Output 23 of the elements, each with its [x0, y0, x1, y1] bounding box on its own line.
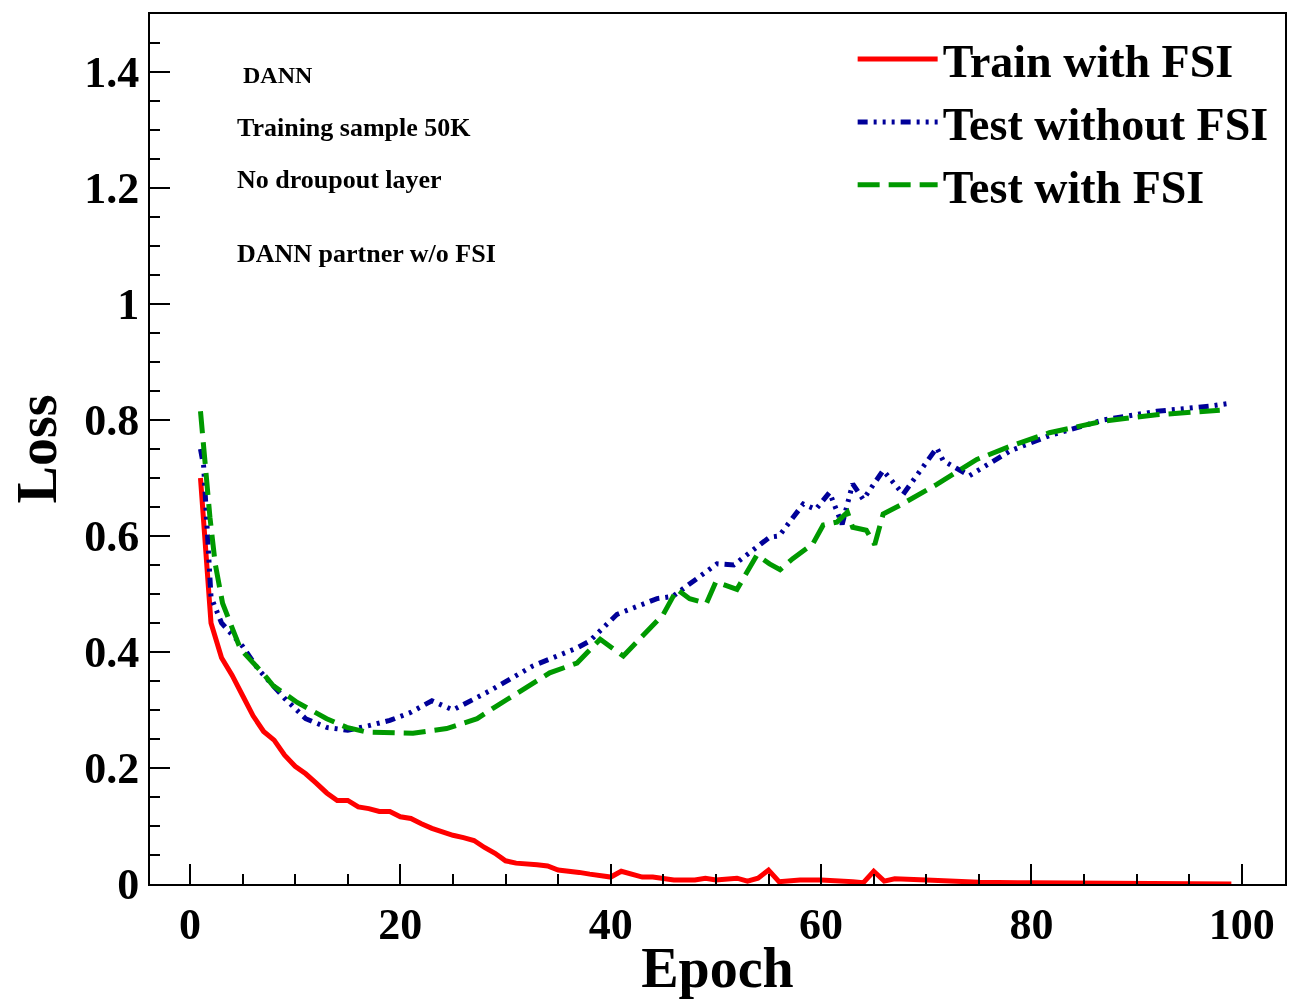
x-tick-label: 40 [588, 899, 633, 949]
annotation: Training sample 50K [237, 113, 472, 142]
legend-label: Test with FSI [942, 161, 1205, 213]
x-tick-label: 100 [1208, 899, 1275, 949]
annotation: DANN partner w/o FSI [237, 239, 496, 268]
x-tick-label: 80 [1009, 899, 1054, 949]
y-tick-label: 0 [117, 860, 140, 910]
legend-label: Train with FSI [942, 36, 1234, 88]
legend-label: Test without FSI [942, 98, 1269, 150]
y-tick-label: 1 [117, 280, 140, 330]
annotation: DANN [243, 62, 313, 88]
y-tick-label: 1.2 [84, 164, 140, 214]
y-tick-label: 0.8 [84, 396, 140, 446]
y-tick-label: 0.6 [84, 512, 140, 562]
y-tick-label: 0.2 [84, 744, 140, 794]
x-tick-label: 60 [799, 899, 844, 949]
x-axis-title: Epoch [641, 937, 794, 999]
y-axis-title: Loss [5, 394, 68, 504]
x-tick-label: 20 [378, 899, 423, 949]
annotation: No droupout layer [237, 165, 442, 194]
y-tick-label: 0.4 [84, 628, 140, 678]
y-tick-label: 1.4 [84, 48, 140, 98]
x-tick-label: 0 [178, 899, 201, 949]
